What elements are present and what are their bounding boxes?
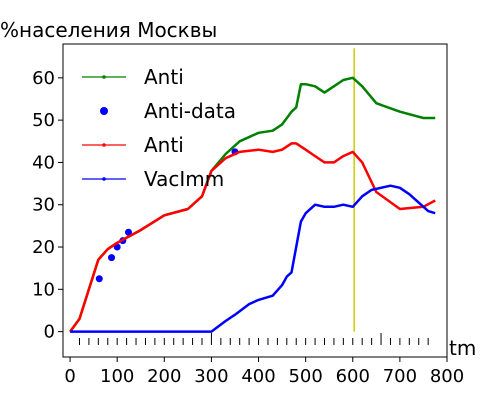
y-tick-label: 30 — [32, 195, 55, 216]
legend: Anti Anti-data Anti VacImm — [82, 65, 236, 191]
y-tick-label: 10 — [32, 279, 55, 300]
x-tick-label: 500 — [288, 366, 322, 387]
x-axis-label: tm — [449, 336, 476, 360]
legend-label: VacImm — [144, 167, 224, 191]
y-tick-label: 20 — [32, 237, 55, 258]
legend-label: Anti — [144, 65, 184, 89]
x-tick-label: 700 — [383, 366, 417, 387]
legend-marker-dot-small — [102, 143, 106, 147]
x-tick-label: 800 — [430, 366, 464, 387]
legend-marker-dot-small — [102, 75, 106, 79]
legend-label: Anti-data — [144, 99, 236, 123]
x-tick-label: 300 — [194, 366, 228, 387]
y-axis: 0 10 20 30 40 50 60 — [32, 68, 63, 343]
legend-marker-dot — [100, 107, 108, 115]
plot-area — [69, 48, 436, 345]
y-tick-label: 0 — [44, 322, 55, 343]
anti-data-point — [124, 228, 132, 236]
y-tick-label: 60 — [32, 68, 55, 89]
y-tick-label: 40 — [32, 152, 55, 173]
anti-data-point — [108, 254, 116, 262]
x-tick-label: 600 — [336, 366, 370, 387]
anti-series-line-2 — [69, 142, 436, 333]
legend-label: Anti — [144, 133, 184, 157]
x-tick-label: 200 — [147, 366, 181, 387]
x-tick-label: 400 — [241, 366, 275, 387]
x-axis: 0 100 200 300 400 500 600 700 800 — [64, 357, 464, 387]
legend-marker-dot-small — [102, 177, 106, 181]
y-tick-label: 50 — [32, 110, 55, 131]
vacimm-series-line-3 — [70, 184, 436, 333]
x-tick-label: 0 — [64, 366, 75, 387]
x-tick-label: 100 — [100, 366, 134, 387]
anti-data-point — [95, 275, 103, 283]
plot-frame — [62, 43, 448, 358]
y-axis-label: %населения Москвы — [0, 18, 217, 42]
